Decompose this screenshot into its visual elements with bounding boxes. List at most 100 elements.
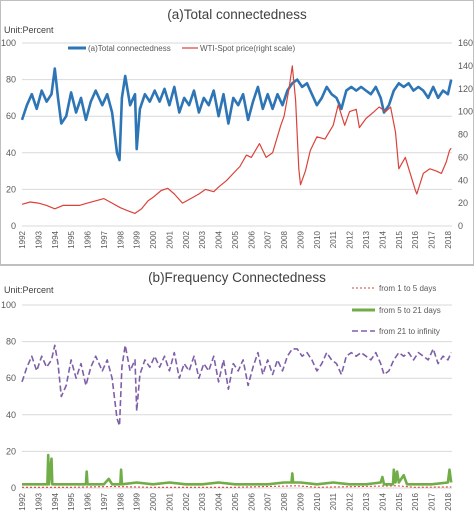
- panel-b: (b)Frequency Connectedness Unit:Percent …: [1, 270, 453, 511]
- x-axis-tick-label: 2001: [165, 492, 174, 510]
- x-axis-tick-label: 1997: [100, 230, 109, 248]
- x-axis-tick-label: 1998: [116, 230, 125, 248]
- x-axis-tick-label: 2017: [428, 492, 437, 510]
- x-axis-tick-label: 1994: [51, 230, 60, 248]
- legend-label-5-21-days: from 5 to 21 days: [379, 306, 441, 315]
- x-axis-tick-label: 2014: [378, 230, 387, 248]
- panel-a-gridlines: [22, 42, 452, 227]
- left-axis-tick-label: 20: [6, 184, 16, 194]
- left-axis-tick-label: 100: [1, 300, 16, 310]
- x-axis-tick-label: 2012: [346, 230, 355, 248]
- x-axis-tick-label: 2018: [444, 492, 453, 510]
- legend-label-wti: WTI-Spot price(right scale): [200, 44, 295, 53]
- x-axis-tick-label: 2005: [231, 230, 240, 248]
- x-axis-tick-label: 2015: [395, 230, 404, 248]
- panel-b-title: (b)Frequency Connectedness: [148, 270, 326, 285]
- x-axis-tick-label: 1995: [67, 230, 76, 248]
- legend-label-21-infinity: from 21 to infinity: [379, 327, 440, 336]
- series-line-a-total-connectedness: [20, 67, 453, 162]
- x-axis-tick-label: 1993: [34, 230, 43, 248]
- x-axis-tick-label: 2009: [296, 230, 305, 248]
- panel-a-right-axis-ticks: 0 20 40 60 80 100 120 140 160: [458, 38, 473, 231]
- x-axis-tick-label: 1992: [18, 230, 27, 248]
- right-axis-tick-label: 20: [458, 198, 468, 208]
- x-axis-tick-label: 2000: [149, 492, 158, 510]
- legend-label-total: (a)Total connectedness: [88, 44, 171, 53]
- x-axis-tick-label: 1996: [84, 492, 93, 510]
- x-axis-tick-label: 2013: [362, 492, 371, 510]
- right-axis-tick-label: 140: [458, 61, 473, 71]
- x-axis-tick-label: 1993: [34, 492, 43, 510]
- x-axis-tick-label: 2010: [313, 492, 322, 510]
- panel-b-gridlines: [22, 304, 452, 489]
- left-axis-tick-label: 40: [6, 148, 16, 158]
- x-axis-tick-label: 1997: [100, 492, 109, 510]
- x-axis-tick-label: 2007: [264, 230, 273, 248]
- x-axis-tick-label: 1999: [133, 230, 142, 248]
- x-axis-tick-label: 2006: [247, 230, 256, 248]
- panel-a-x-axis-ticks: 1992 1993 1994 1995 1996 1997 1998 1999 2000 2001…: [18, 230, 453, 248]
- left-axis-tick-label: 40: [6, 410, 16, 420]
- x-axis-tick-label: 2016: [411, 230, 420, 248]
- right-axis-tick-label: 60: [458, 152, 468, 162]
- x-axis-tick-label: 1992: [18, 492, 27, 510]
- left-axis-tick-label: 100: [1, 38, 16, 48]
- panel-b-series: [21, 344, 453, 488]
- left-axis-tick-label: 80: [6, 337, 16, 347]
- x-axis-tick-label: 2004: [215, 492, 224, 510]
- x-axis-tick-label: 1999: [133, 492, 142, 510]
- x-axis-tick-label: 2015: [395, 492, 404, 510]
- x-axis-tick-label: 1998: [116, 492, 125, 510]
- x-axis-tick-label: 2002: [182, 230, 191, 248]
- panel-a: (a)Total connectedness Unit:Percent 0 20 4…: [0, 0, 474, 265]
- x-axis-tick-label: 1996: [84, 230, 93, 248]
- left-axis-tick-label: 0: [11, 221, 16, 231]
- panel-a-left-axis-ticks: 0 20 40 60 80 100: [1, 38, 16, 231]
- x-axis-tick-label: 2003: [198, 230, 207, 248]
- x-axis-tick-label: 1994: [51, 492, 60, 510]
- panel-b-x-axis-ticks: 1992 1993 1994 1995 1996 1997 1998 1999 2000 2001…: [18, 492, 453, 510]
- x-axis-tick-label: 2012: [346, 492, 355, 510]
- panel-a-unit-label: Unit:Percent: [4, 25, 54, 35]
- panel-b-legend: from 1 to 5 days from 5 to 21 days from …: [352, 284, 441, 336]
- legend-label-1-5-days: from 1 to 5 days: [379, 284, 436, 293]
- right-axis-tick-label: 40: [458, 175, 468, 185]
- right-axis-tick-label: 0: [458, 221, 463, 231]
- right-axis-tick-label: 80: [458, 130, 468, 140]
- x-axis-tick-label: 1995: [67, 492, 76, 510]
- x-axis-tick-label: 2017: [428, 230, 437, 248]
- panel-a-title: (a)Total connectedness: [167, 7, 307, 22]
- series-line-from-5-to-21-days: [22, 453, 453, 486]
- left-axis-tick-label: 20: [6, 446, 16, 456]
- panel-a-series: [20, 65, 453, 214]
- x-axis-tick-label: 2002: [182, 492, 191, 510]
- right-axis-tick-label: 100: [458, 107, 473, 117]
- x-axis-tick-label: 2007: [264, 492, 273, 510]
- x-axis-tick-label: 2009: [296, 492, 305, 510]
- x-axis-tick-label: 2011: [329, 230, 338, 248]
- x-axis-tick-label: 2004: [215, 230, 224, 248]
- x-axis-tick-label: 2014: [378, 492, 387, 510]
- right-axis-tick-label: 160: [458, 38, 473, 48]
- x-axis-tick-label: 2001: [165, 230, 174, 248]
- x-axis-tick-label: 2013: [362, 230, 371, 248]
- left-axis-tick-label: 60: [6, 373, 16, 383]
- left-axis-tick-label: 60: [6, 111, 16, 121]
- panel-a-legend: (a)Total connectedness WTI-Spot price(ri…: [68, 44, 295, 53]
- x-axis-tick-label: 2000: [149, 230, 158, 248]
- x-axis-tick-label: 2018: [444, 230, 453, 248]
- panel-a-frame: [0, 0, 474, 265]
- x-axis-tick-label: 2011: [329, 492, 338, 510]
- left-axis-tick-label: 0: [11, 483, 16, 493]
- panel-b-unit-label: Unit:Percent: [4, 285, 54, 295]
- x-axis-tick-label: 2008: [280, 492, 289, 510]
- panel-b-left-axis-ticks: 0 20 40 60 80 100: [1, 300, 16, 493]
- series-line-from-1-to-5-days: [22, 485, 452, 488]
- x-axis-tick-label: 2010: [313, 230, 322, 248]
- x-axis-tick-label: 2006: [247, 492, 256, 510]
- x-axis-tick-label: 2008: [280, 230, 289, 248]
- x-axis-tick-label: 2003: [198, 492, 207, 510]
- series-line-from-21-to-infinity: [21, 344, 452, 427]
- right-axis-tick-label: 120: [458, 84, 473, 94]
